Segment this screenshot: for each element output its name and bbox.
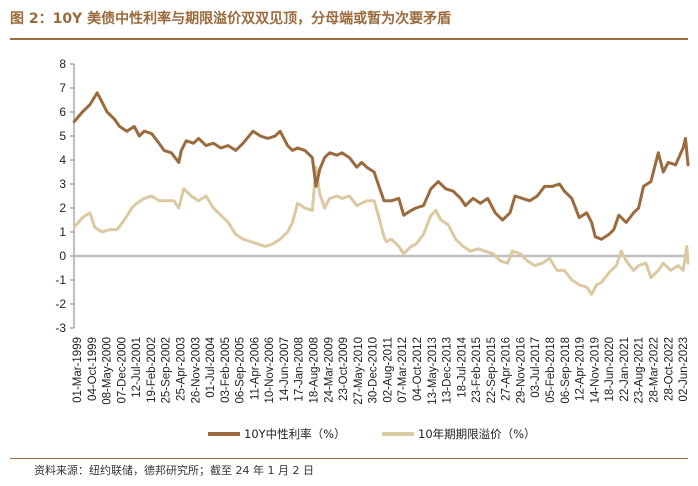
legend-item-neutral-rate-label: 10Y中性利率（%） (244, 427, 346, 441)
y-tick-label: 6 (59, 105, 66, 119)
x-tick-label: 04-Oct-2012 (412, 337, 424, 401)
legend: 10Y中性利率（%） 10年期期限溢价（%） (208, 427, 536, 441)
x-tick-label: 06-Sep-2018 (560, 337, 572, 404)
title-divider (10, 38, 688, 40)
y-tick-label: 3 (59, 177, 66, 191)
y-tick-label: 5 (59, 129, 66, 143)
y-tick-label: 7 (59, 81, 66, 95)
x-tick-label: 27-Apr-2016 (501, 337, 513, 401)
x-tick-label: 22-Jan-2021 (619, 337, 631, 402)
x-tick-label: 24-Mar-2009 (323, 337, 335, 403)
x-tick-label: 19-Feb-2002 (146, 337, 158, 403)
series-lines (72, 91, 690, 296)
x-tick-label: 25-Sep-2002 (161, 337, 173, 404)
x-tick-label: 08-May-2000 (102, 337, 114, 405)
x-tick-label: 28-Mar-2022 (648, 337, 660, 403)
x-tick-label: 25-Apr-2003 (175, 337, 187, 401)
x-tick-label: 18-Jun-2020 (604, 337, 616, 402)
chart-title: 图 2：10Y 美债中性利率与期限溢价双双见顶，分母端或暂为次要矛盾 (10, 11, 452, 27)
x-tick-label: 02-Aug-2011 (382, 337, 394, 403)
y-tick-label: 1 (59, 225, 66, 239)
x-tick-label: 06-Sep-2005 (235, 337, 247, 404)
legend-item-term-premium-label: 10年期期限溢价（%） (418, 427, 536, 441)
y-tick-label: 4 (59, 153, 66, 167)
x-tick-label: 10-Nov-2006 (264, 337, 276, 403)
x-tick-label: 27-May-2010 (353, 337, 365, 405)
x-tick-label: 13-May-2013 (427, 337, 439, 405)
x-tick-label: 29-Nov-2016 (515, 337, 527, 403)
x-tick-label: 23-Aug-2021 (634, 337, 646, 404)
series-line-term-premium (72, 165, 690, 296)
x-tick-label: 04-Oct-1999 (87, 337, 99, 401)
y-tick-label: 8 (59, 57, 66, 71)
x-tick-label: 07-Dec-2000 (116, 337, 128, 403)
x-tick-label: 03-Jul-2017 (530, 337, 542, 398)
x-tick-label: 01-Mar-1999 (72, 337, 84, 403)
x-tick-label: 23-Oct-2009 (338, 337, 350, 401)
x-axis: 01-Mar-1999 04-Oct-1999 08-May-2000 07-Dec-… (72, 336, 690, 404)
x-tick-label: 26-Nov-2003 (190, 337, 202, 403)
x-tick-label: 05-Feb-2018 (545, 337, 557, 403)
x-tick-label: 22-Sep-2015 (486, 337, 498, 404)
x-tick-label: 30-Dec-2010 (368, 337, 380, 403)
y-tick-label: -1 (55, 273, 66, 287)
x-tick-label: 18-Jul-2014 (456, 336, 468, 397)
x-tick-label: 28-Oct-2022 (663, 337, 675, 401)
source-note: 资料来源：纽约联储，德邦研究所；截至 24 年 1 月 2 日 (34, 464, 314, 477)
y-tick-label: 2 (59, 201, 66, 215)
series-line-neutral-rate (72, 91, 690, 241)
y-tick-label: -2 (55, 297, 66, 311)
x-tick-label: 14-Nov-2019 (589, 337, 601, 403)
x-tick-label: 14-Jun-2007 (279, 337, 291, 402)
x-tick-label: 23-Feb-2015 (471, 337, 483, 403)
x-tick-label: 13-Dec-2013 (442, 337, 454, 403)
x-tick-label: 01-Jul-2004 (205, 336, 217, 397)
y-tick-label: -3 (55, 321, 66, 335)
x-tick-label: 02-Jun-2023 (678, 337, 690, 402)
x-tick-label: 17-Jan-2008 (294, 337, 306, 402)
y-axis: 8 7 6 5 4 3 2 1 0 -1 -2 -3 (55, 57, 688, 335)
x-tick-label: 03-Feb-2005 (220, 337, 232, 403)
x-tick-label: 07-Mar-2012 (397, 337, 409, 403)
x-tick-label: 12-Apr-2019 (575, 337, 587, 401)
x-tick-label: 18-Aug-2008 (309, 337, 321, 404)
x-tick-label: 12-Jul-2001 (131, 337, 143, 398)
source-divider (10, 458, 688, 459)
y-tick-label: 0 (59, 249, 66, 263)
x-tick-label: 11-Apr-2006 (249, 337, 261, 400)
